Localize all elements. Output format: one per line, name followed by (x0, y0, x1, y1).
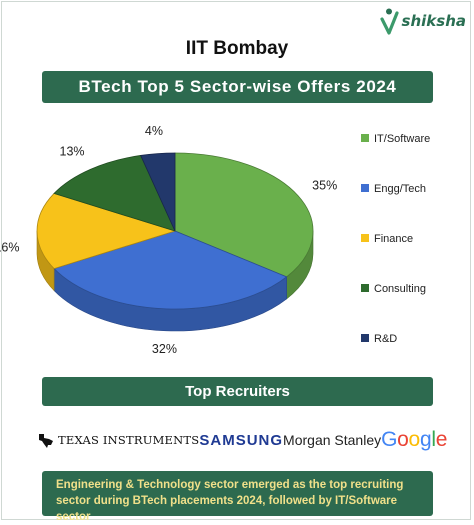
brand-logo[interactable]: shiksha (379, 6, 466, 36)
pie-value-label: 35% (312, 179, 337, 193)
legend-label: Consulting (374, 283, 426, 295)
legend-label: R&D (374, 333, 397, 345)
google-letter: l (431, 428, 436, 451)
pie-chart: 35% 32% 16% 13% 4% IT/Software Engg/Tech Financ… (0, 124, 430, 356)
pie-slice (140, 152, 176, 232)
pie-value-label: 13% (60, 144, 85, 158)
recruiters-banner: Top Recruiters (42, 377, 433, 406)
legend-swatch (361, 134, 369, 142)
shiksha-logo-icon (379, 8, 399, 35)
google-label: Google (381, 428, 447, 452)
recruiter-samsung: SAMSUNG (199, 432, 283, 449)
recruiter-google: Google (381, 428, 447, 452)
recruiter-logos: TEXAS INSTRUMENTS SAMSUNG Morgan Stanley… (38, 424, 447, 456)
pie-value-label: 4% (145, 124, 163, 138)
google-letter: e (435, 428, 448, 451)
page-title: IIT Bombay (185, 38, 289, 59)
brand-name: shiksha (401, 12, 466, 30)
pie-value-label: 32% (152, 342, 177, 356)
legend-label: Engg/Tech (374, 183, 426, 195)
texas-state-icon (39, 434, 53, 448)
footer-note: Engineering & Technology sector emerged … (42, 471, 433, 523)
pie-slice (36, 192, 177, 270)
texas-instruments-label: TEXAS INSTRUMENTS (58, 433, 200, 447)
legend-swatch (361, 284, 369, 292)
legend-label: Finance (374, 233, 413, 245)
pie-slice (53, 230, 288, 310)
legend-swatch (361, 234, 369, 242)
google-letter: g (419, 428, 432, 451)
pie-slice (174, 152, 314, 278)
legend-swatch (361, 184, 369, 192)
recruiter-texas-instruments: TEXAS INSTRUMENTS (38, 432, 199, 448)
pie-value-label: 16% (0, 240, 20, 254)
recruiter-morgan-stanley: Morgan Stanley (283, 432, 381, 448)
morgan-stanley-label: Morgan Stanley (283, 432, 382, 448)
recruiters-title: Top Recruiters (185, 383, 290, 400)
google-letter: o (397, 428, 409, 451)
chart-title-banner: BTech Top 5 Sector-wise Offers 2024 (42, 71, 433, 103)
google-letter: o (408, 428, 421, 451)
samsung-label: SAMSUNG (199, 431, 284, 449)
pie-slice (53, 155, 176, 232)
legend-label: IT/Software (374, 133, 430, 145)
chart-title: BTech Top 5 Sector-wise Offers 2024 (78, 77, 397, 96)
legend-swatch (361, 334, 369, 342)
google-letter: G (381, 428, 398, 451)
